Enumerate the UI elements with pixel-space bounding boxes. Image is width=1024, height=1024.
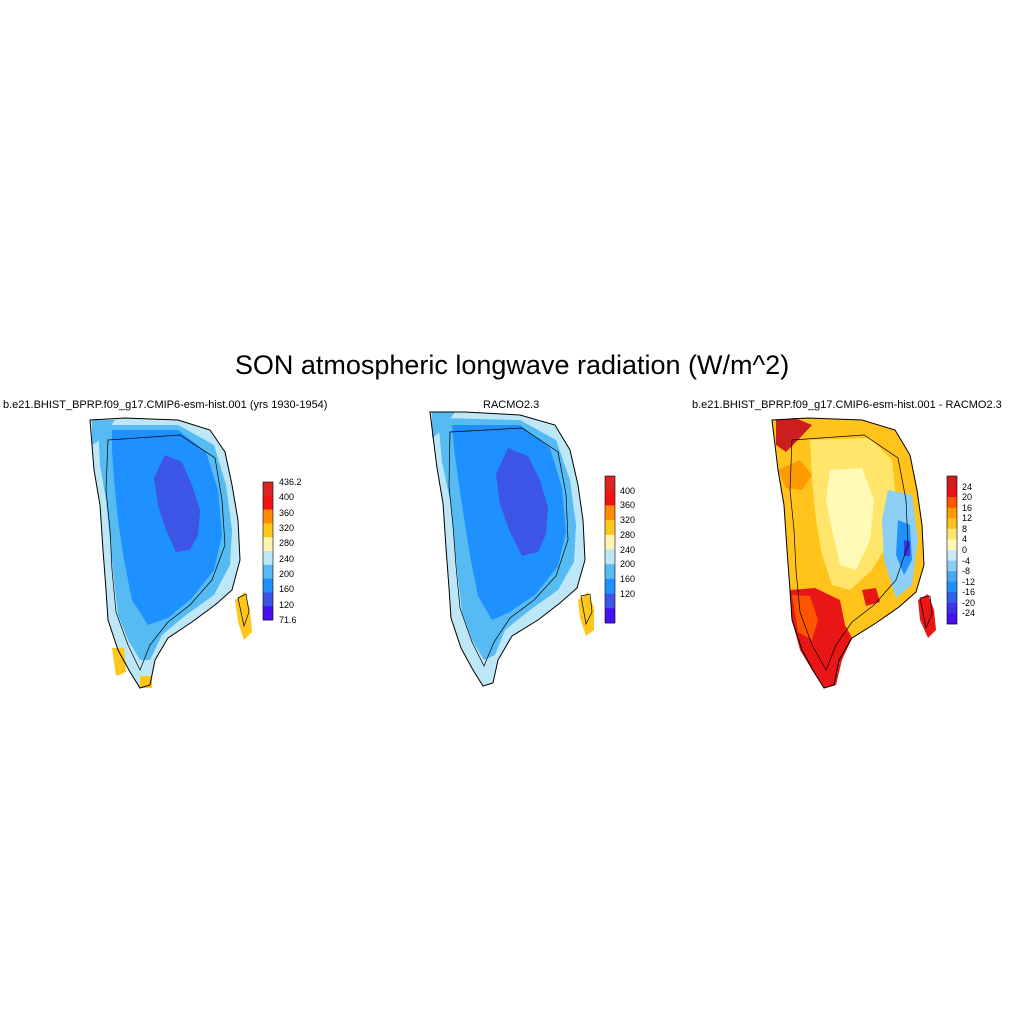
panel-title-racmo: RACMO2.3 xyxy=(483,399,540,411)
colorbar-tick-label: 200 xyxy=(620,559,636,570)
colorbar-tick-label: 320 xyxy=(279,523,295,533)
colorbar-tick-label: 240 xyxy=(279,553,295,564)
colorbar-swatch xyxy=(605,578,615,594)
colorbar-swatch xyxy=(605,520,615,536)
colorbar-swatch xyxy=(605,608,615,624)
figure-title: SON atmospheric longwave radiation (W/m^… xyxy=(234,350,790,380)
map-panel-model xyxy=(89,417,252,689)
colorbar-tick-label: 280 xyxy=(279,538,295,549)
map-panel-difference xyxy=(771,417,936,689)
colorbar-swatch xyxy=(263,482,273,497)
colorbar-swatch xyxy=(263,592,273,607)
colorbar-swatch xyxy=(947,539,957,551)
colorbar-swatch xyxy=(947,581,957,593)
colorbar-tick-label: 71.6 xyxy=(279,615,297,625)
colorbar-tick-label: 16 xyxy=(962,502,973,513)
colorbar-tick-label: -12 xyxy=(962,576,976,587)
colorbar-tick-label: 12 xyxy=(962,513,973,524)
colorbar-tick-label: 120 xyxy=(620,588,636,599)
colorbar-swatch xyxy=(947,528,957,540)
colorbar-swatch xyxy=(263,495,273,510)
colorbar-swatch xyxy=(947,602,957,614)
colorbar-tick-label: 160 xyxy=(279,584,295,595)
colorbar-tick-label: 280 xyxy=(620,529,636,540)
colorbar-swatch xyxy=(605,476,615,491)
colorbar-swatch xyxy=(263,523,273,538)
colorbar-tick-label: 4 xyxy=(962,534,968,545)
colorbar-swatch xyxy=(947,476,957,487)
colorbar-racmo xyxy=(604,475,616,624)
colorbar-tick-label: 120 xyxy=(279,599,295,610)
colorbar-swatch xyxy=(605,593,615,609)
panel-title-model: b.e21.BHIST_BPRP.f09_g17.CMIP6-esm-hist.… xyxy=(3,399,328,411)
colorbar-swatch xyxy=(263,564,273,579)
colorbar-tick-label: 400 xyxy=(279,492,295,503)
colorbar-swatch xyxy=(947,613,957,625)
colorbar-tick-label: 24 xyxy=(962,481,973,492)
colorbar-tick-label: 160 xyxy=(620,573,636,584)
map-panel-racmo xyxy=(429,411,594,687)
colorbar-model xyxy=(262,481,274,621)
colorbar-swatch xyxy=(263,537,273,552)
colorbar-tick-label: 8 xyxy=(962,523,968,534)
colorbar-tick-label: -24 xyxy=(962,608,976,619)
colorbar-swatch xyxy=(263,551,273,566)
colorbar-frame xyxy=(604,475,616,624)
colorbar-swatch xyxy=(605,534,615,550)
colorbar-tick-label: 0 xyxy=(962,545,968,555)
colorbar-swatch xyxy=(263,509,273,524)
colorbar-swatch xyxy=(947,560,957,572)
colorbar-frame xyxy=(946,475,958,625)
colorbar-tick-label: 360 xyxy=(279,507,295,518)
colorbar-tick-label: 320 xyxy=(620,515,636,526)
colorbar-tick-label: 240 xyxy=(620,544,636,555)
colorbar-swatch xyxy=(947,518,957,530)
colorbar-tick-label: 200 xyxy=(279,569,295,579)
colorbar-tick-label: -20 xyxy=(962,597,976,608)
colorbar-swatch xyxy=(947,592,957,604)
colorbar-frame xyxy=(262,481,274,621)
colorbar-tick-label: -16 xyxy=(962,587,976,598)
colorbar-swatch xyxy=(605,490,615,506)
panel-title-difference: b.e21.BHIST_BPRP.f09_g17.CMIP6-esm-hist.… xyxy=(692,399,1002,411)
colorbar-tick-label: 20 xyxy=(962,492,973,503)
colorbar-swatch xyxy=(947,571,957,583)
colorbar-tick-label: 360 xyxy=(620,500,636,511)
colorbar-tick-label: 436.2 xyxy=(279,477,302,487)
colorbar-swatch xyxy=(947,486,957,498)
colorbar-swatch xyxy=(605,505,615,521)
colorbar-swatch xyxy=(263,606,273,621)
colorbar-difference xyxy=(946,475,958,625)
colorbar-tick-label: -4 xyxy=(962,555,971,566)
colorbar-tick-label: 400 xyxy=(620,485,636,496)
colorbar-swatch xyxy=(605,564,615,580)
colorbar-swatch xyxy=(263,578,273,593)
colorbar-swatch xyxy=(947,550,957,561)
colorbar-swatch xyxy=(605,549,615,565)
colorbar-tick-label: -8 xyxy=(962,566,971,577)
colorbar-swatch xyxy=(947,497,957,509)
colorbar-swatch xyxy=(947,507,957,519)
